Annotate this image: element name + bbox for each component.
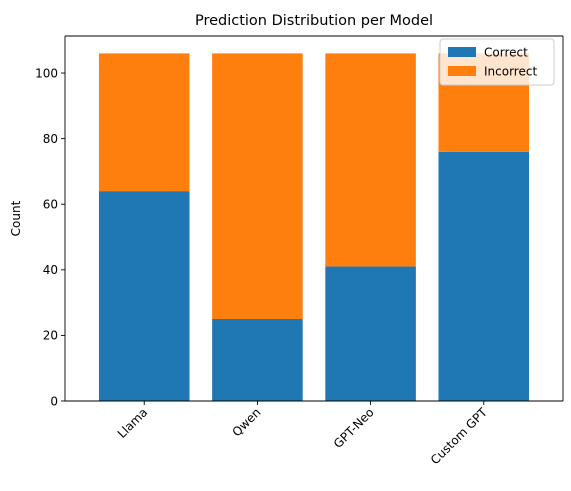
- y-tick-label: 0: [50, 394, 58, 408]
- chart-title: Prediction Distribution per Model: [195, 13, 433, 29]
- y-tick-label: 100: [35, 66, 58, 80]
- bar-correct-gpt-neo: [325, 266, 416, 401]
- legend-swatch-incorrect: [448, 66, 476, 76]
- bar-incorrect-gpt-neo: [325, 53, 416, 267]
- legend-label-correct: Correct: [484, 46, 528, 60]
- bar-correct-custom-gpt: [438, 151, 530, 401]
- y-tick-label: 80: [43, 132, 58, 146]
- legend-swatch-correct: [448, 47, 476, 57]
- legend: Correct Incorrect: [439, 38, 555, 86]
- y-tick-label: 60: [43, 198, 58, 212]
- bar-correct-qwen: [212, 319, 303, 401]
- y-tick-label: 20: [43, 329, 58, 343]
- axes-layer: [64, 35, 564, 402]
- bar-incorrect-qwen: [212, 53, 303, 320]
- legend-label-incorrect: Incorrect: [484, 65, 537, 79]
- bars-layer: [98, 53, 530, 401]
- bar-correct-llama: [98, 191, 190, 401]
- y-axis-label: Count: [9, 200, 23, 236]
- y-tick-label: 40: [43, 263, 58, 277]
- bar-incorrect-llama: [98, 53, 190, 192]
